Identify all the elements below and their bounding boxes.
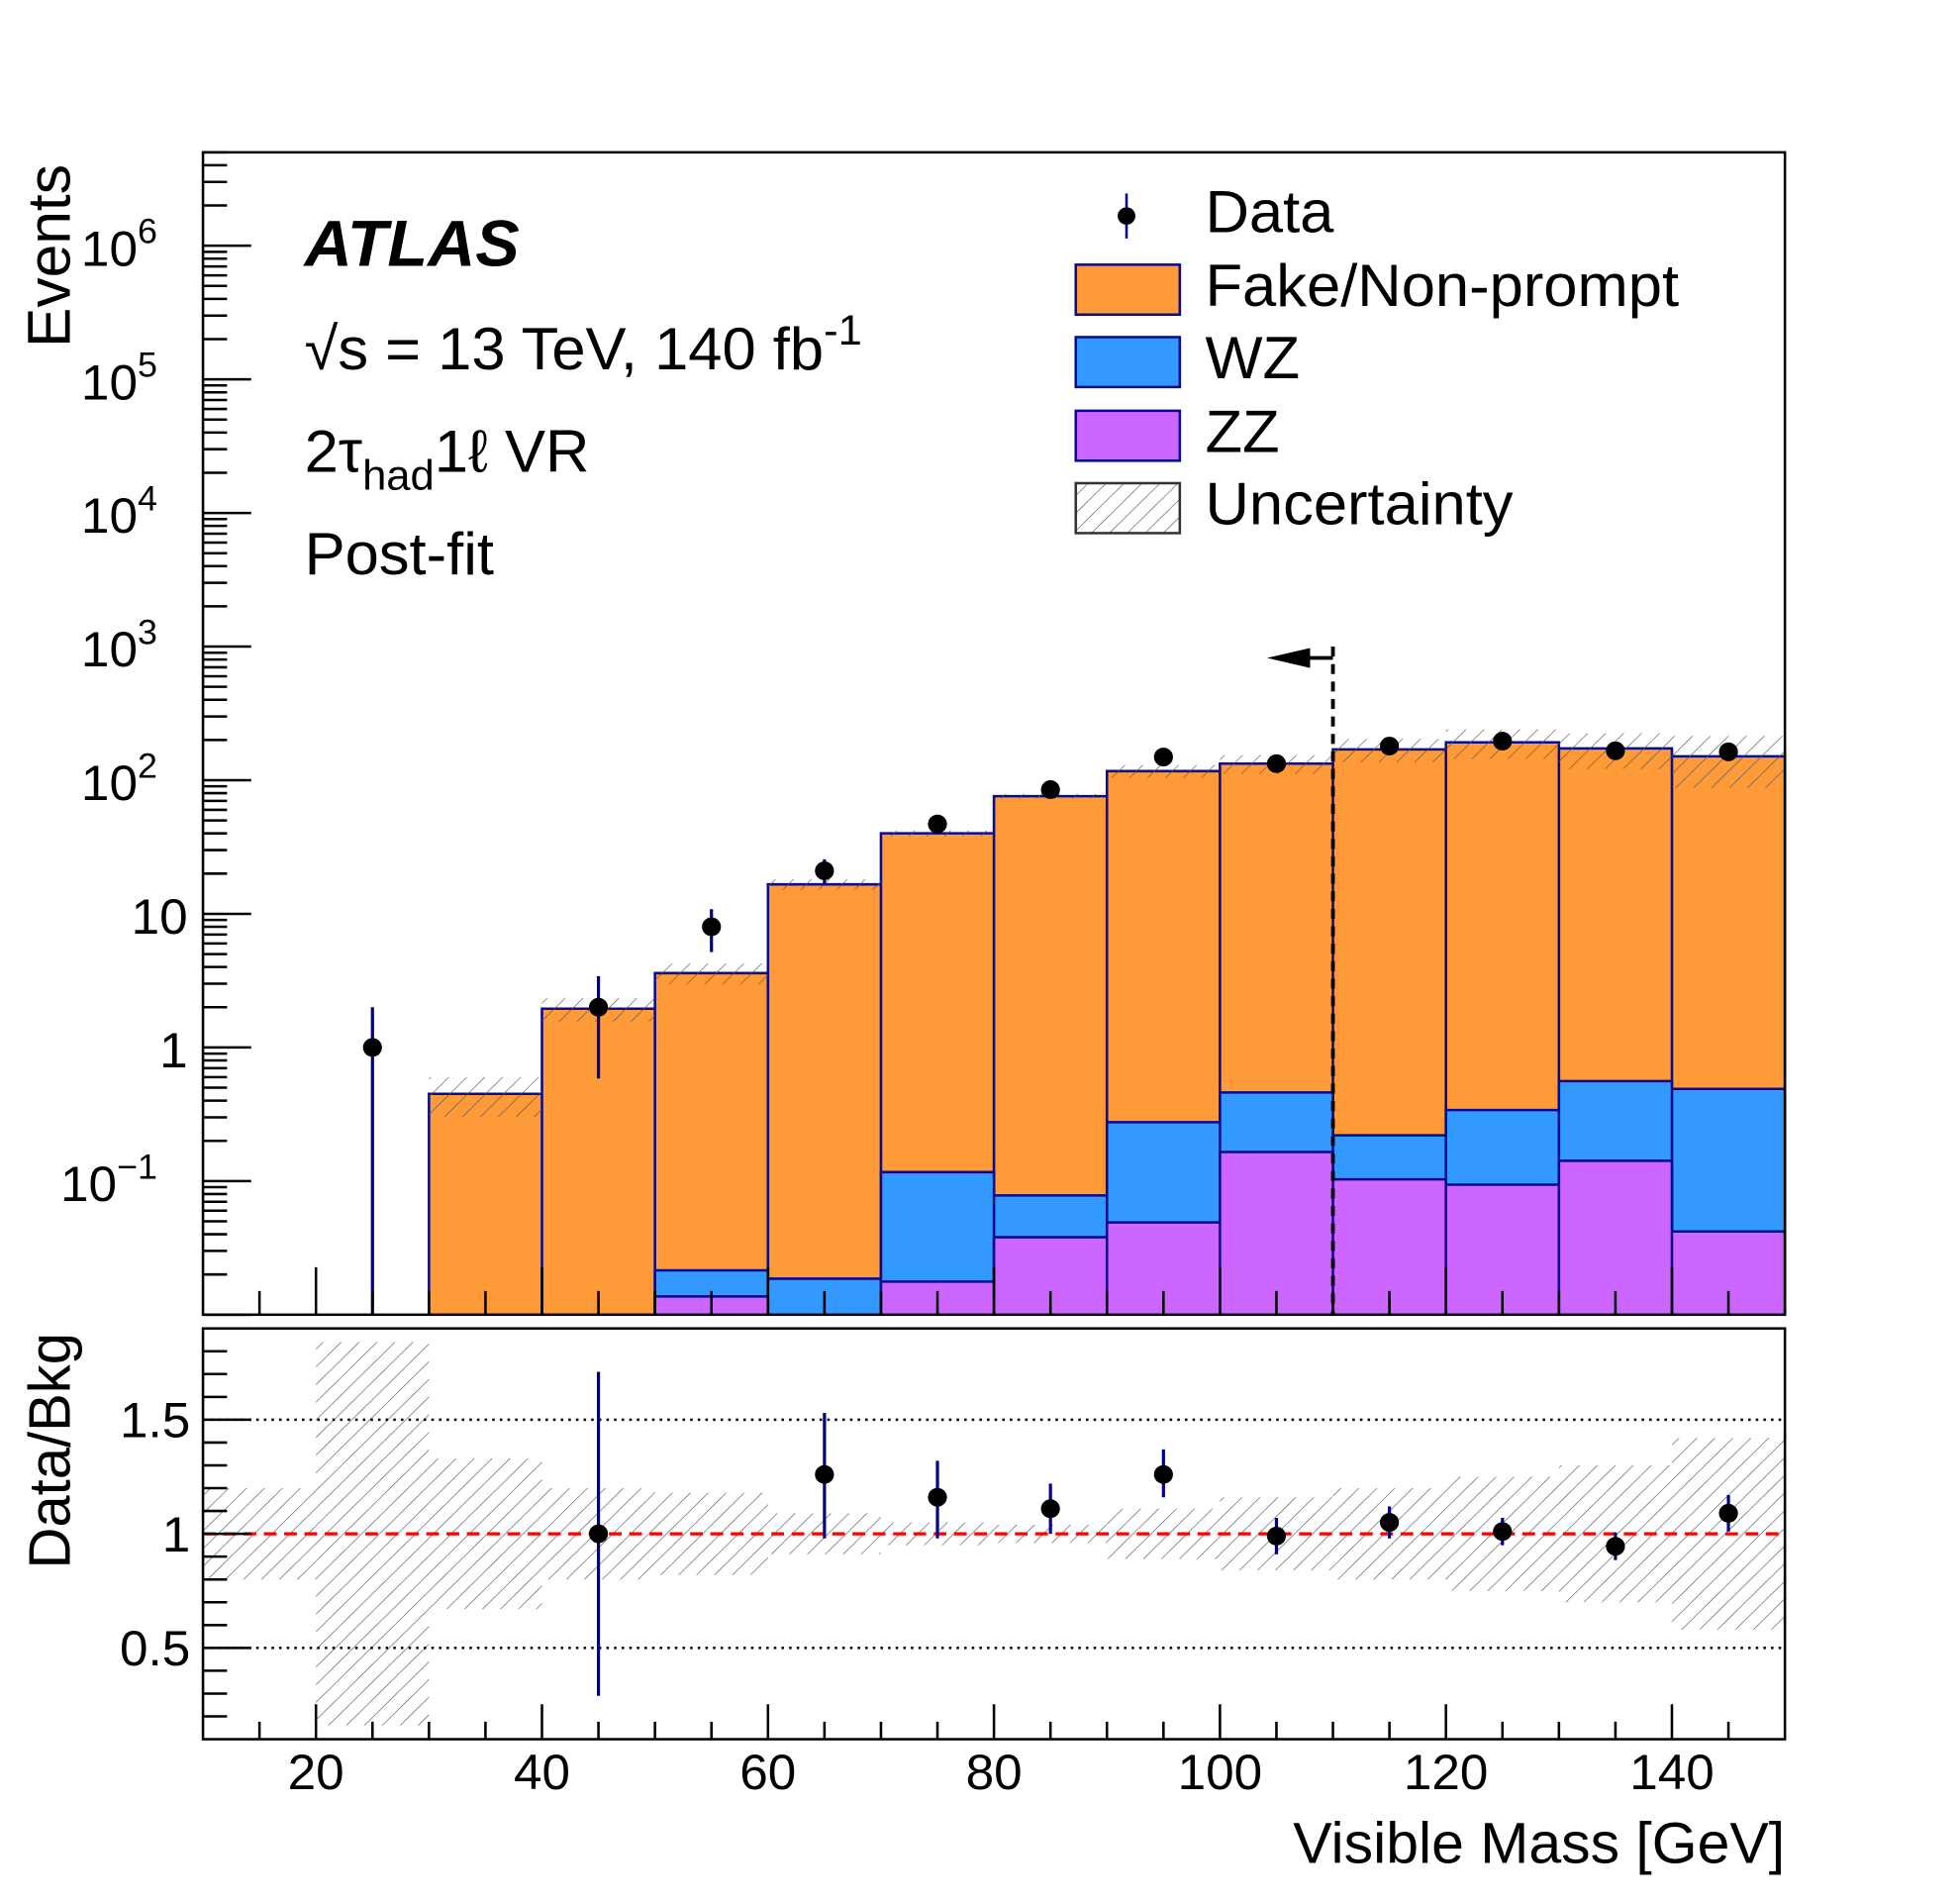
data-point (1380, 737, 1400, 755)
x-tick-label: 80 (966, 1744, 1023, 1800)
ratio-point (1380, 1513, 1400, 1533)
cut-arrow-head-icon (1266, 648, 1311, 668)
main-y-tick-label: 105 (81, 346, 157, 410)
x-tick-label: 100 (1178, 1744, 1263, 1800)
ratio-y-tick-label: 1 (162, 1506, 191, 1562)
energy-text: √s = 13 TeV, 140 fb (305, 316, 825, 382)
ratio-point (1153, 1464, 1173, 1484)
region-suffix: 1ℓ VR (435, 418, 590, 484)
data-point (1266, 753, 1287, 773)
ratio-point (815, 1464, 834, 1484)
ratio-point (1606, 1537, 1625, 1556)
legend-data-marker (1118, 207, 1135, 225)
data-point (1153, 748, 1173, 767)
main-y-tick-label: 10 (132, 888, 188, 945)
legend-uncertainty-label: Uncertainty (1205, 470, 1514, 537)
energy-lumi-label: √s = 13 TeV, 140 fb-1 (305, 307, 862, 382)
tick-exponent: 6 (138, 212, 157, 251)
stack-bar-fake-non-prompt (767, 884, 881, 1315)
ratio-point (1266, 1526, 1287, 1546)
ratio-point (1040, 1499, 1060, 1519)
uncertainty-band (429, 1076, 542, 1118)
x-tick-label: 140 (1629, 1744, 1715, 1800)
ratio-y-tick-label: 1.5 (120, 1392, 190, 1449)
main-y-tick-label: 10−1 (60, 1148, 157, 1212)
ratio-panel: 0.5 1 1.5 20 40 60 80 100 120 140 (120, 1327, 1787, 1800)
legend-fake-label: Fake/Non-prompt (1205, 251, 1679, 318)
ratio-point (1493, 1522, 1513, 1542)
stack-bar-zz (1558, 1160, 1672, 1315)
ratio-y-axis-title: Data/Bkg (18, 1333, 83, 1569)
legend: Data Fake/Non-prompt WZ ZZ Uncertainty (1074, 178, 1679, 538)
tick-base: 10 (81, 221, 138, 277)
tick-exponent: 3 (138, 613, 157, 652)
main-y-tick-label: 102 (81, 747, 157, 811)
legend-zz-swatch (1074, 409, 1182, 462)
stack-bar-fake-non-prompt (654, 972, 768, 1315)
region-subscript: had (362, 452, 435, 500)
x-axis-title: Visible Mass [GeV] (1293, 1812, 1785, 1875)
uncertainty-band (654, 963, 768, 985)
main-y-axis-title: Events (15, 164, 83, 348)
x-tick-label: 60 (739, 1744, 796, 1800)
main-y-tick-label: 104 (81, 479, 157, 544)
stack-outline-wz (653, 1079, 1787, 1315)
stack-bar-zz (1220, 1152, 1333, 1315)
main-y-tick-label: 1 (159, 1022, 188, 1078)
data-point (362, 1038, 382, 1057)
tick-base: 10 (81, 354, 138, 411)
uncertainty-band (880, 830, 995, 837)
uncertainty-band (1107, 764, 1221, 778)
main-y-tick-label: 106 (81, 212, 157, 276)
region-label: 2τhad1ℓ VR (305, 418, 590, 499)
data-point (1606, 741, 1625, 760)
tick-base: 10 (132, 888, 188, 945)
region-prefix: 2τ (305, 418, 363, 484)
main-y-tick-label: 103 (81, 613, 157, 677)
ratio-point (588, 1524, 609, 1544)
tick-base: 10 (60, 1155, 117, 1212)
ratio-uncertainty-band (429, 1458, 542, 1610)
data-point (702, 917, 722, 937)
legend-wz-label: WZ (1205, 325, 1300, 391)
tick-exponent: 5 (138, 346, 157, 385)
legend-fake-swatch (1074, 263, 1182, 317)
x-tick-label: 20 (288, 1744, 344, 1800)
data-point (1718, 742, 1738, 761)
data-point (815, 861, 834, 880)
legend-zz-label: ZZ (1205, 398, 1279, 464)
ratio-y-tick-label: 0.5 (120, 1620, 190, 1676)
atlas-label: ATLAS (303, 208, 520, 280)
data-point (1040, 780, 1060, 799)
ratio-point (1718, 1503, 1738, 1523)
legend-uncertainty-swatch (1074, 481, 1182, 535)
tick-exponent: 2 (138, 747, 157, 786)
data-point (588, 997, 609, 1017)
tick-exponent: −1 (117, 1148, 157, 1187)
legend-data-label: Data (1205, 178, 1333, 245)
legend-wz-swatch (1074, 336, 1182, 389)
data-point (928, 814, 947, 834)
tick-base: 10 (81, 622, 138, 678)
data-point (1493, 732, 1513, 752)
x-tick-label: 120 (1404, 1744, 1489, 1800)
ratio-point (928, 1487, 947, 1507)
lumi-exponent: -1 (824, 307, 862, 354)
stack-bar-fake-non-prompt (429, 1093, 542, 1315)
tick-base: 10 (81, 755, 138, 812)
fit-label: Post-fit (305, 520, 494, 586)
tick-base: 10 (81, 488, 138, 545)
tick-base: 1 (159, 1022, 188, 1078)
tick-exponent: 4 (138, 479, 157, 519)
x-tick-label: 40 (514, 1744, 570, 1800)
